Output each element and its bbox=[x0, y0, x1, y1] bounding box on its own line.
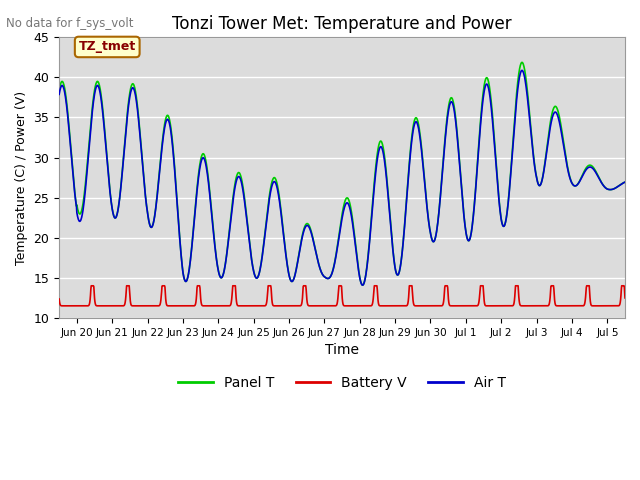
Text: No data for f_sys_volt: No data for f_sys_volt bbox=[6, 17, 134, 30]
Title: Tonzi Tower Met: Temperature and Power: Tonzi Tower Met: Temperature and Power bbox=[172, 15, 512, 33]
X-axis label: Time: Time bbox=[325, 343, 359, 357]
Y-axis label: Temperature (C) / Power (V): Temperature (C) / Power (V) bbox=[15, 91, 28, 264]
Text: TZ_tmet: TZ_tmet bbox=[79, 40, 136, 53]
Legend: Panel T, Battery V, Air T: Panel T, Battery V, Air T bbox=[173, 370, 511, 395]
